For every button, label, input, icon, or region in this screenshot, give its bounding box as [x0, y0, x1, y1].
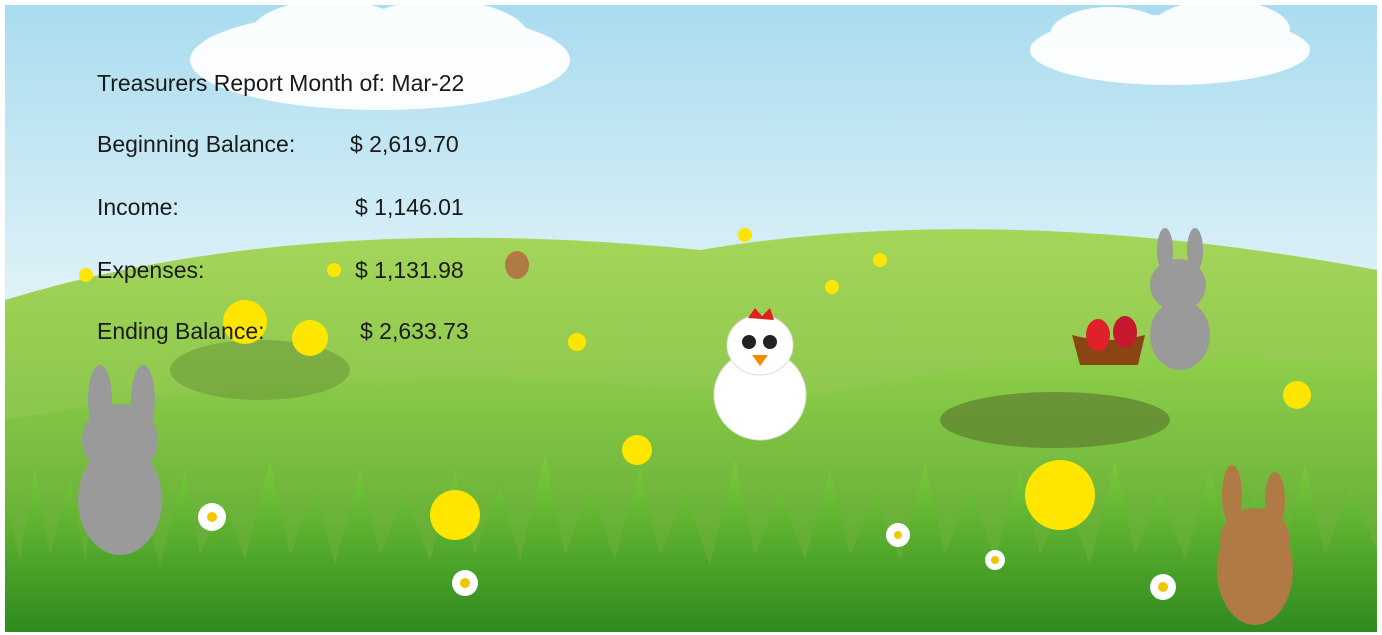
row-label: Expenses: — [97, 257, 204, 283]
row-amount: $ 2,619.70 — [350, 131, 459, 157]
row-amount: $ 1,146.01 — [355, 194, 464, 220]
report-title: Treasurers Report Month of: Mar-22 — [97, 70, 464, 96]
row-label: Ending Balance: — [97, 318, 265, 344]
row-amount: $ 1,131.98 — [355, 257, 464, 283]
report-slide: Treasurers Report Month of: Mar-22 Begin… — [0, 0, 1382, 635]
row-label: Beginning Balance: — [97, 131, 295, 157]
row-label: Income: — [97, 194, 179, 220]
row-amount: $ 2,633.73 — [360, 318, 469, 344]
